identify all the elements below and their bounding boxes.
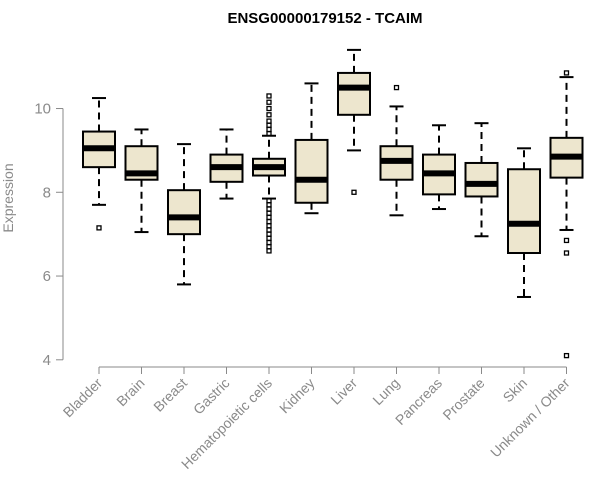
x-tick-label: Unknown / Other bbox=[487, 375, 573, 461]
outlier-point bbox=[266, 248, 272, 254]
box-lung bbox=[379, 84, 414, 217]
outlier-point bbox=[266, 214, 272, 221]
box-liver bbox=[337, 48, 371, 195]
box-pancreas bbox=[422, 124, 456, 211]
outlier-point bbox=[266, 93, 272, 99]
outlier-point bbox=[351, 189, 357, 195]
outlier-point bbox=[266, 202, 272, 208]
outlier-point bbox=[266, 210, 272, 216]
x-tick-label: Brain bbox=[113, 375, 147, 409]
box-prostate bbox=[464, 122, 499, 238]
chart-title: ENSG00000179152 - TCAIM bbox=[227, 10, 422, 27]
y-tick-label: 10 bbox=[34, 101, 51, 118]
outlier-point bbox=[266, 239, 272, 246]
box-unknown-other bbox=[549, 70, 584, 359]
iqr-box bbox=[507, 168, 541, 255]
outlier-point bbox=[266, 206, 272, 212]
outlier-point bbox=[266, 227, 272, 233]
y-tick-label: 4 bbox=[43, 352, 51, 369]
x-tick-label: Prostate bbox=[439, 375, 487, 423]
box-brain bbox=[124, 128, 159, 234]
iqr-box bbox=[464, 161, 499, 198]
outlier-point bbox=[563, 352, 570, 359]
outlier-point bbox=[266, 99, 272, 105]
outlier-point bbox=[563, 237, 570, 244]
iqr-box bbox=[167, 189, 201, 236]
outlier-point bbox=[96, 225, 102, 231]
x-tick-label: Skin bbox=[500, 375, 531, 406]
box-skin bbox=[507, 147, 541, 298]
outlier-point bbox=[266, 105, 272, 112]
x-tick-label: Pancreas bbox=[392, 375, 445, 428]
iqr-box bbox=[294, 138, 329, 204]
y-tick-label: 6 bbox=[43, 268, 51, 285]
y-axis: 4 6 8 10 bbox=[34, 101, 64, 369]
box-breast bbox=[167, 143, 201, 286]
outlier-point bbox=[266, 218, 272, 225]
outlier-point bbox=[266, 122, 272, 128]
x-tick-label: Liver bbox=[327, 375, 360, 408]
outlier-point bbox=[563, 70, 570, 76]
y-axis-label: Expression bbox=[0, 163, 16, 232]
outlier-point bbox=[266, 118, 272, 124]
iqr-box bbox=[337, 71, 371, 116]
x-tick-label: Kidney bbox=[276, 375, 318, 417]
outlier-point bbox=[266, 231, 272, 237]
outlier-point bbox=[266, 112, 272, 118]
box-gastric bbox=[209, 128, 244, 200]
box-hematopoietic-cells bbox=[252, 93, 286, 254]
outlier-point bbox=[266, 126, 272, 133]
outlier-point bbox=[266, 244, 272, 250]
outlier-point bbox=[266, 198, 272, 204]
box-kidney bbox=[294, 82, 329, 215]
x-tick-label: Lung bbox=[369, 375, 402, 408]
x-tick-label: Breast bbox=[150, 375, 190, 415]
outlier-point bbox=[563, 250, 570, 256]
box-group bbox=[82, 48, 584, 359]
x-tick-label: Bladder bbox=[60, 375, 106, 421]
outlier-point bbox=[266, 223, 272, 229]
y-tick-label: 8 bbox=[43, 184, 51, 201]
outlier-point bbox=[393, 84, 400, 91]
outlier-point bbox=[266, 235, 272, 241]
outlier-point bbox=[266, 130, 272, 137]
box-bladder bbox=[82, 97, 116, 231]
